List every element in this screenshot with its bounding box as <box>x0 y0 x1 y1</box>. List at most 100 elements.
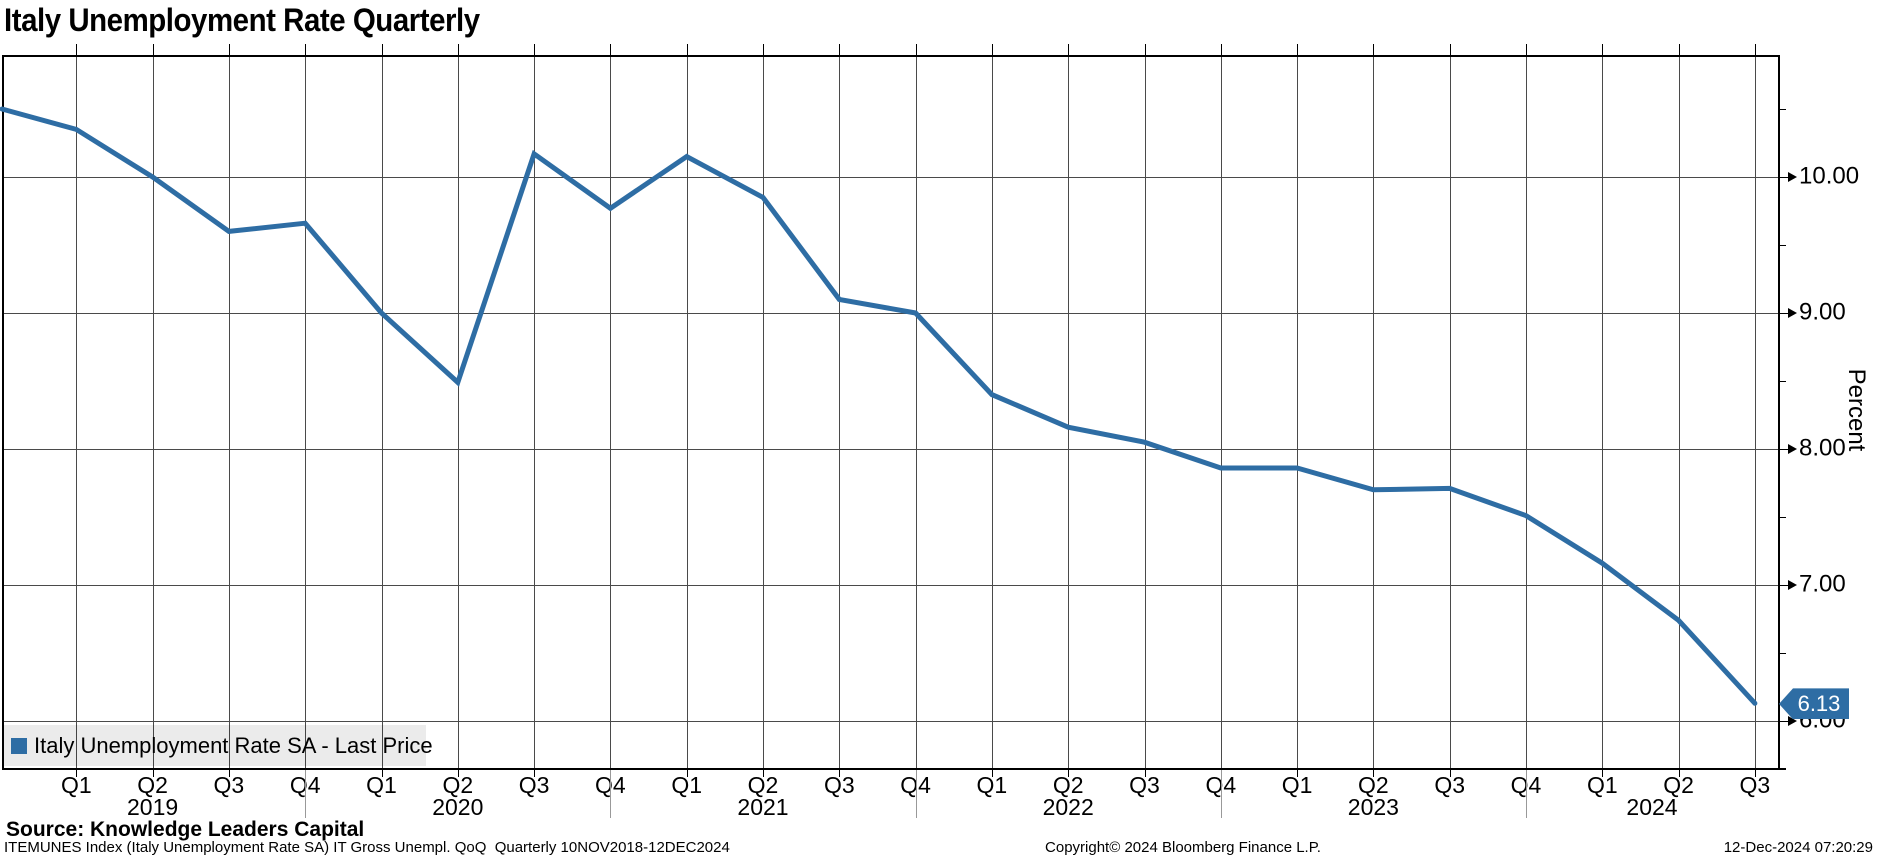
source-line: Source: Knowledge Leaders Capital <box>6 818 365 841</box>
quarter-gridline <box>1373 55 1375 768</box>
last-price-value: 6.13 <box>1797 690 1841 716</box>
top-tick <box>1144 44 1146 55</box>
last-price-badge: 6.13 <box>1779 688 1849 720</box>
y-tick-label: 7.00 <box>1799 570 1846 598</box>
quarter-gridline <box>1754 55 1756 768</box>
y-gridline <box>2 721 1778 722</box>
x-tick-label-quarter: Q1 <box>366 772 397 798</box>
bottom-tick <box>1754 770 1756 777</box>
quarter-gridline <box>534 55 536 768</box>
top-tick <box>228 44 230 55</box>
unemployment-line-series <box>0 106 1758 706</box>
top-tick <box>1526 44 1527 55</box>
y-axis-line <box>1778 55 1780 770</box>
quarter-gridline <box>991 55 993 768</box>
y-minor-tick <box>1778 516 1786 518</box>
y-gridline <box>2 449 1778 450</box>
y-minor-tick <box>1778 652 1786 654</box>
bottom-tick <box>228 770 230 777</box>
top-tick <box>76 44 78 55</box>
quarter-gridline <box>763 55 764 768</box>
top-tick <box>152 44 154 55</box>
quarter-gridline <box>1068 55 1070 768</box>
quarter-gridline <box>1449 55 1451 768</box>
y-major-tick <box>1778 720 1790 722</box>
legend-swatch-icon <box>11 737 27 754</box>
quarter-gridline <box>1678 55 1680 768</box>
quarter-gridline <box>76 55 78 768</box>
y-major-tick <box>1778 312 1790 314</box>
y-tick-arrow-icon <box>1788 580 1797 590</box>
y-tick-label: 8.00 <box>1799 434 1846 462</box>
bottom-tick <box>1297 770 1299 777</box>
x-tick-label-year: 2020 <box>432 794 484 820</box>
bottom-tick <box>1449 770 1451 777</box>
y-major-tick <box>1778 448 1790 450</box>
x-axis-line <box>2 768 1786 770</box>
bottom-tick <box>839 770 841 777</box>
y-major-tick <box>1778 176 1790 178</box>
x-tick-label-quarter: Q1 <box>1586 772 1618 798</box>
quarter-gridline <box>610 55 612 768</box>
year-boundary-tick <box>915 770 917 818</box>
y-gridline <box>2 177 1778 178</box>
y-tick-arrow-icon <box>1788 308 1797 318</box>
y-major-tick <box>1778 584 1790 586</box>
quarter-gridline <box>305 55 307 768</box>
y-tick-arrow-icon <box>1788 716 1797 726</box>
x-tick-label-quarter: Q1 <box>671 772 703 798</box>
x-tick-label-quarter: Q3 <box>213 772 245 798</box>
quarter-gridline <box>381 55 383 768</box>
x-tick-label-quarter: Q2 <box>747 772 779 798</box>
top-tick <box>534 44 536 55</box>
x-tick-label-quarter: Q2 <box>1358 772 1389 798</box>
plot-top-border <box>2 55 1778 57</box>
x-tick-label-quarter: Q2 <box>137 772 168 798</box>
top-tick <box>1602 44 1604 55</box>
top-tick <box>305 44 307 55</box>
top-tick <box>1068 44 1070 55</box>
bottom-tick <box>152 770 154 777</box>
top-tick <box>1297 44 1299 55</box>
y-minor-tick <box>1778 108 1786 110</box>
quarter-gridline <box>686 55 688 768</box>
top-tick <box>991 44 993 55</box>
bottom-tick <box>381 770 383 777</box>
quarter-gridline <box>839 55 841 768</box>
x-tick-label-quarter: Q1 <box>976 772 1008 798</box>
quarter-gridline <box>152 55 154 768</box>
x-tick-label-quarter: Q2 <box>1052 772 1084 798</box>
legend-label: Italy Unemployment Rate SA - Last Price <box>34 732 433 758</box>
quarter-gridline <box>1297 55 1299 768</box>
legend-box: Italy Unemployment Rate SA - Last Price <box>2 725 433 766</box>
x-tick-label-year: 2019 <box>127 794 179 820</box>
bottom-tick <box>1602 770 1604 777</box>
y-minor-tick <box>1778 380 1786 382</box>
x-tick-label-quarter: Q3 <box>1739 772 1771 798</box>
bottom-tick <box>991 770 993 777</box>
ticker-description: ITEMUNES Index (Italy Unemployment Rate … <box>4 839 730 856</box>
x-tick-label-year: 2023 <box>1347 794 1399 820</box>
x-tick-label-quarter: Q3 <box>823 772 855 798</box>
y-tick-label: 10.00 <box>1799 162 1860 190</box>
year-boundary-tick <box>1526 770 1527 818</box>
bottom-tick <box>1678 770 1680 777</box>
bottom-tick <box>534 770 536 777</box>
top-tick <box>1754 44 1756 55</box>
top-tick <box>457 44 459 55</box>
top-tick <box>1449 44 1451 55</box>
x-tick-label-year: 2022 <box>1042 794 1094 820</box>
quarter-gridline <box>228 55 230 768</box>
quarter-gridline <box>915 55 917 768</box>
y-axis-title: Percent <box>1843 368 1870 452</box>
top-tick <box>1220 44 1222 55</box>
year-boundary-tick <box>305 770 307 818</box>
x-tick-label-quarter: Q3 <box>1434 772 1466 798</box>
bottom-tick <box>763 770 764 777</box>
quarter-gridline <box>1144 55 1146 768</box>
y-tick-arrow-icon <box>1788 172 1797 182</box>
top-tick <box>686 44 688 55</box>
top-tick <box>610 44 612 55</box>
x-tick-label-quarter: Q1 <box>60 772 92 798</box>
